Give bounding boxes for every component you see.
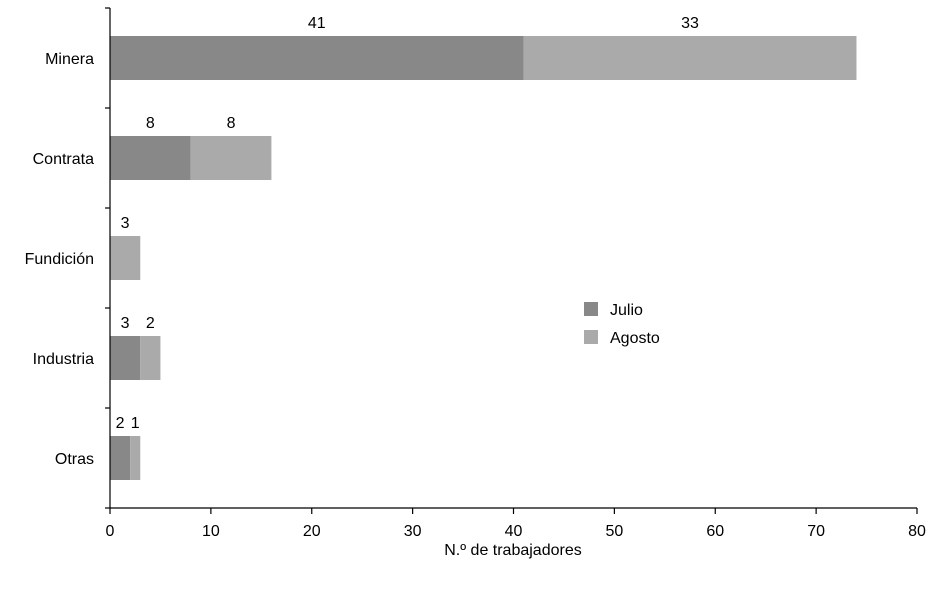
category-label-2: Fundición bbox=[25, 251, 94, 268]
bar-julio-0 bbox=[110, 36, 524, 80]
x-tick-label-3: 30 bbox=[404, 523, 422, 540]
data-label-julio-4: 2 bbox=[116, 415, 125, 432]
bar-agosto-0 bbox=[523, 36, 857, 80]
category-label-0: Minera bbox=[45, 51, 94, 68]
x-tick-label-6: 60 bbox=[706, 523, 724, 540]
category-label-1: Contrata bbox=[33, 151, 94, 168]
bar-julio-1 bbox=[110, 136, 191, 180]
data-label-julio-3: 3 bbox=[121, 315, 130, 332]
data-label-julio-0: 41 bbox=[308, 15, 326, 32]
x-tick-label-4: 40 bbox=[505, 523, 523, 540]
x-tick-label-2: 20 bbox=[303, 523, 321, 540]
category-label-4: Otras bbox=[55, 451, 94, 468]
data-label-julio-1: 8 bbox=[146, 115, 155, 132]
data-label-agosto-4: 1 bbox=[131, 415, 140, 432]
x-tick-label-1: 10 bbox=[202, 523, 220, 540]
data-label-agosto-1: 8 bbox=[227, 115, 236, 132]
data-label-agosto-0: 33 bbox=[681, 15, 699, 32]
bar-julio-3 bbox=[110, 336, 141, 380]
x-axis-title: N.º de trabajadores bbox=[444, 542, 581, 559]
bar-agosto-2 bbox=[110, 236, 141, 280]
bar-agosto-4 bbox=[130, 436, 141, 480]
bars-group bbox=[110, 36, 857, 480]
x-tick-label-5: 50 bbox=[605, 523, 623, 540]
axes-group: Minera Contrata Fundición Industria Otras 0 10… bbox=[25, 7, 926, 540]
data-label-agosto-3: 2 bbox=[146, 315, 155, 332]
category-label-3: Industria bbox=[33, 351, 94, 368]
x-tick-label-0: 0 bbox=[106, 523, 115, 540]
bar-agosto-3 bbox=[140, 336, 161, 380]
bar-agosto-1 bbox=[190, 136, 272, 180]
legend-label-julio: Julio bbox=[610, 302, 643, 319]
x-tick-label-8: 80 bbox=[908, 523, 926, 540]
legend-swatch-julio bbox=[584, 302, 598, 316]
legend-swatch-agosto bbox=[584, 330, 598, 344]
data-labels-group: 41 338 833 22 1 bbox=[116, 15, 699, 432]
legend-label-agosto: Agosto bbox=[610, 330, 660, 347]
data-label-agosto-2: 3 bbox=[121, 215, 130, 232]
bar-julio-4 bbox=[110, 436, 131, 480]
legend: Julio Agosto bbox=[584, 302, 660, 347]
x-tick-label-7: 70 bbox=[807, 523, 825, 540]
